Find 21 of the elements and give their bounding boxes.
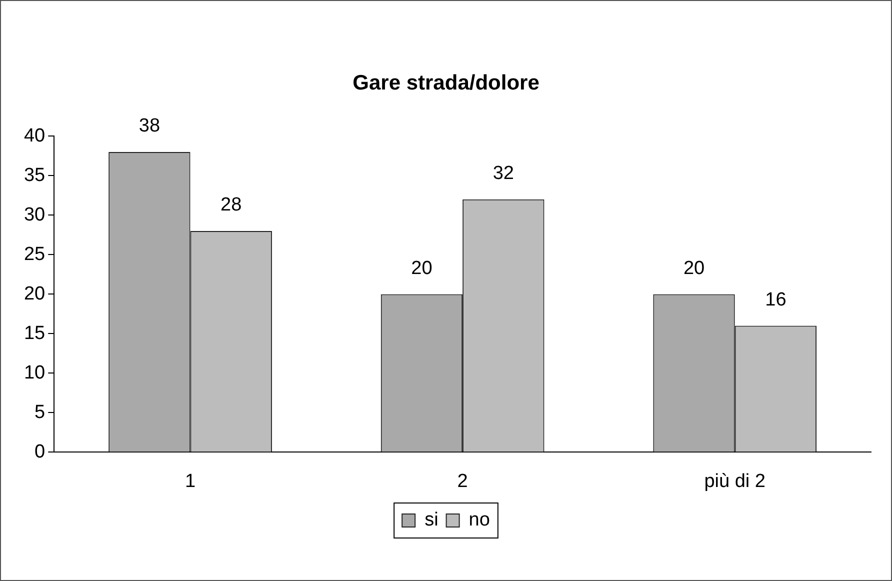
y-tick-label: 20 [24,283,46,304]
data-label: 20 [683,258,705,279]
x-tick-label: 1 [184,470,196,492]
data-label: 28 [220,194,242,216]
legend-label: no [468,510,490,531]
y-tick-label: 40 [24,125,46,146]
y-tick-label: 10 [24,362,46,384]
legend-label: si [424,510,438,531]
data-label: 16 [765,290,786,311]
y-tick-label: 15 [24,322,46,344]
x-tick-label: 2 [457,470,468,492]
data-label: 32 [492,163,514,184]
y-tick-label: 30 [24,204,46,226]
y-tick-label: 0 [34,441,46,462]
x-tick-label: più di 2 [704,470,766,492]
data-label: 38 [138,116,160,137]
data-label: 20 [411,258,432,279]
y-tick-label: 5 [34,402,46,423]
y-tick-label: 35 [24,164,46,186]
y-tick-label: 25 [24,244,46,265]
chart-title: Gare strada/dolore [352,71,540,94]
